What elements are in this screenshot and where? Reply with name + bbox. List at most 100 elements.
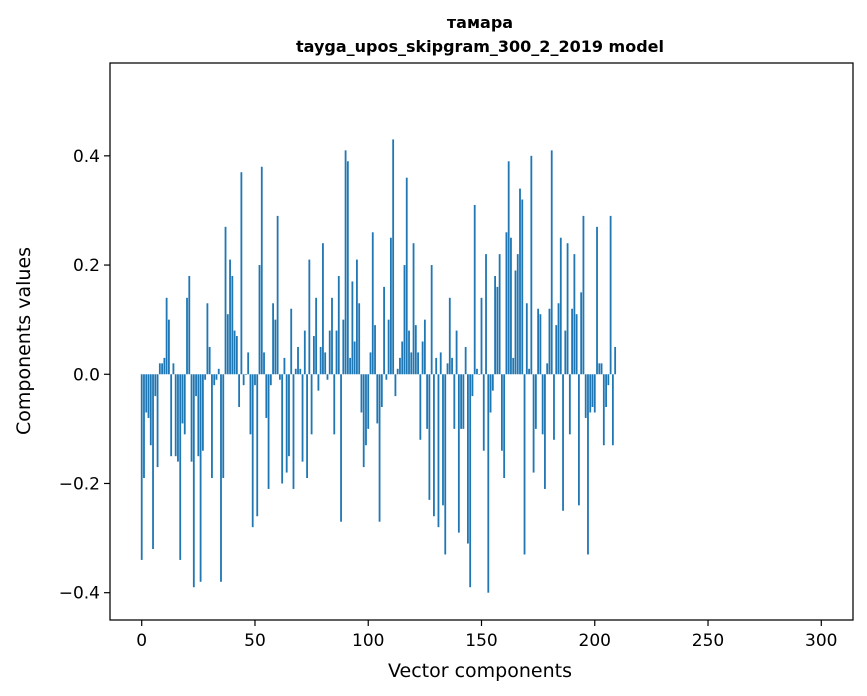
bar [457, 374, 460, 533]
bar [439, 352, 442, 375]
bar [469, 374, 472, 588]
bar [500, 374, 503, 451]
bar [505, 232, 508, 375]
bar [417, 352, 419, 375]
bar [278, 374, 281, 380]
y-axis: −0.4 −0.2 0.0 0.2 0.4 [59, 147, 110, 604]
bar [523, 374, 526, 555]
bar [539, 314, 542, 375]
bar [471, 374, 474, 397]
bar [245, 374, 247, 375]
bar [589, 374, 592, 413]
bar [412, 243, 415, 375]
bar [351, 281, 354, 375]
bar [231, 275, 234, 375]
bar [593, 374, 596, 413]
bar [156, 374, 159, 468]
bar [408, 330, 410, 375]
bar [584, 374, 587, 418]
bar [559, 237, 562, 375]
bar [147, 374, 150, 418]
bar [140, 374, 143, 560]
bar [222, 374, 225, 479]
bar [498, 254, 501, 375]
bar [254, 374, 256, 386]
x-tick-label: 0 [136, 631, 147, 651]
bar [362, 374, 365, 468]
bar [240, 172, 243, 375]
bar [467, 374, 469, 544]
bar [426, 374, 429, 429]
bar [367, 374, 370, 429]
bar [410, 352, 413, 375]
bar [519, 188, 521, 375]
bar [555, 325, 558, 375]
bar [591, 374, 594, 408]
bar [328, 330, 331, 375]
bar [380, 374, 383, 408]
bar [414, 325, 417, 375]
bar [292, 374, 295, 489]
bar [421, 341, 424, 375]
bar [226, 314, 229, 375]
bar [580, 292, 583, 375]
bar [353, 341, 356, 375]
bar [485, 254, 487, 375]
bar [394, 374, 397, 397]
bar [525, 303, 528, 375]
bar [598, 363, 601, 375]
x-tick-label: 50 [244, 631, 266, 651]
bar [503, 374, 506, 479]
bar [215, 374, 218, 380]
bar [315, 297, 318, 375]
chart-title: тамара [447, 13, 513, 32]
bar [462, 374, 465, 429]
bar [607, 374, 610, 386]
bar [541, 374, 544, 435]
bar [378, 374, 381, 522]
bar [267, 374, 270, 489]
bar [389, 237, 392, 375]
y-tick-label: 0.2 [73, 256, 100, 276]
bar [208, 346, 211, 375]
bar [573, 254, 576, 375]
bar [299, 368, 302, 375]
bar [371, 232, 374, 375]
bar [476, 368, 478, 375]
y-axis-label: Components values [13, 247, 35, 435]
bar [335, 330, 338, 375]
bar [229, 259, 231, 375]
bar [611, 374, 614, 446]
bar [308, 259, 311, 375]
bar [331, 297, 333, 375]
x-tick-label: 250 [692, 631, 724, 651]
bar [213, 374, 216, 386]
bar [512, 357, 515, 375]
bar [272, 303, 274, 375]
bar [233, 330, 236, 375]
bar [152, 374, 154, 550]
bar [177, 374, 179, 462]
bar [360, 374, 363, 413]
bar [172, 363, 175, 375]
bar [557, 303, 560, 375]
bar [546, 363, 549, 375]
bar [444, 374, 447, 555]
bar [145, 374, 148, 413]
bar [154, 374, 157, 397]
y-tick-label: 0.0 [73, 365, 100, 385]
bar [587, 374, 589, 555]
bar [489, 374, 492, 413]
bar [303, 330, 306, 375]
bar [528, 368, 530, 375]
bar [333, 374, 336, 435]
bar [195, 374, 197, 397]
bar [392, 139, 395, 375]
bar [238, 374, 241, 408]
bar [507, 161, 510, 375]
bar [179, 374, 182, 560]
bar [428, 374, 431, 500]
bar [510, 237, 512, 375]
bar [163, 357, 166, 375]
